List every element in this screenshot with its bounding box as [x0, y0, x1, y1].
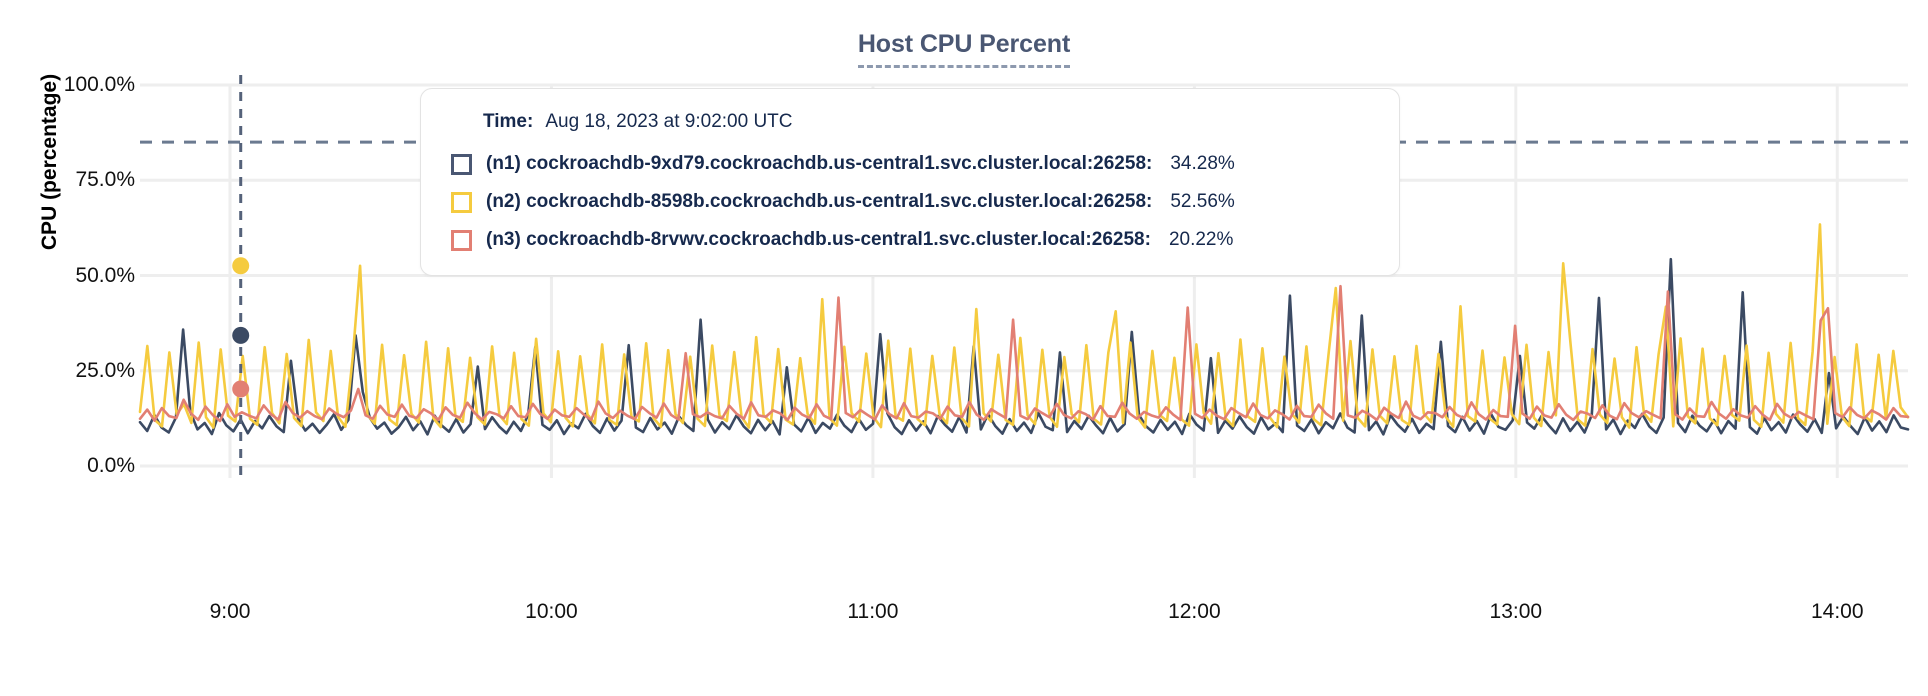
y-axis-ticks: 100.0% 75.0% 50.0% 25.0% 0.0%: [25, 0, 135, 696]
y-tick-label: 0.0%: [87, 454, 135, 477]
series-color-swatch-icon: [451, 229, 472, 251]
tooltip-time-value: Aug 18, 2023 at 9:02:00 UTC: [545, 111, 793, 132]
x-tick-label: 10:00: [525, 600, 578, 623]
tooltip-series-row: (n1) cockroachdb-9xd79.cockroachdb.us-ce…: [451, 153, 1369, 175]
x-tick-label: 14:00: [1810, 600, 1864, 623]
y-tick-label: 50.0%: [75, 263, 135, 287]
x-tick-label: 12:00: [1168, 600, 1221, 623]
highlighted-points: [232, 257, 250, 398]
tooltip-series-value: 52.56%: [1170, 191, 1235, 212]
x-tick-label: 9:00: [209, 600, 251, 623]
series-lines: [138, 223, 1910, 436]
series-color-swatch-icon: [451, 153, 472, 175]
x-tick-label: 13:00: [1489, 600, 1543, 623]
y-tick-label: 75.0%: [75, 168, 135, 192]
tooltip-series-value: 34.28%: [1170, 153, 1235, 174]
tooltip-series-row: (n2) cockroachdb-8598b.cockroachdb.us-ce…: [451, 191, 1369, 213]
tooltip-series-row: (n3) cockroachdb-8rvwv.cockroachdb.us-ce…: [451, 229, 1369, 251]
tooltip-time-row: Time: Aug 18, 2023 at 9:02:00 UTC: [483, 111, 1369, 133]
hover-tooltip: Time: Aug 18, 2023 at 9:02:00 UTC (n1) c…: [420, 88, 1400, 276]
tooltip-series-list: (n1) cockroachdb-9xd79.cockroachdb.us-ce…: [451, 153, 1369, 251]
tooltip-series-name: (n1) cockroachdb-9xd79.cockroachdb.us-ce…: [486, 153, 1153, 174]
tooltip-series-name: (n3) cockroachdb-8rvwv.cockroachdb.us-ce…: [486, 229, 1151, 250]
y-tick-label: 100.0%: [63, 73, 135, 96]
tooltip-series-name: (n2) cockroachdb-8598b.cockroachdb.us-ce…: [486, 191, 1153, 212]
y-tick-label: 25.0%: [75, 358, 135, 382]
series-color-swatch-icon: [451, 191, 472, 213]
x-tick-label: 11:00: [847, 600, 899, 623]
page-title-text: Host CPU Percent: [857, 30, 1070, 68]
page-title: Host CPU Percent: [0, 30, 1928, 68]
tooltip-series-value: 20.22%: [1168, 229, 1234, 250]
tooltip-time-label: Time:: [483, 111, 534, 132]
